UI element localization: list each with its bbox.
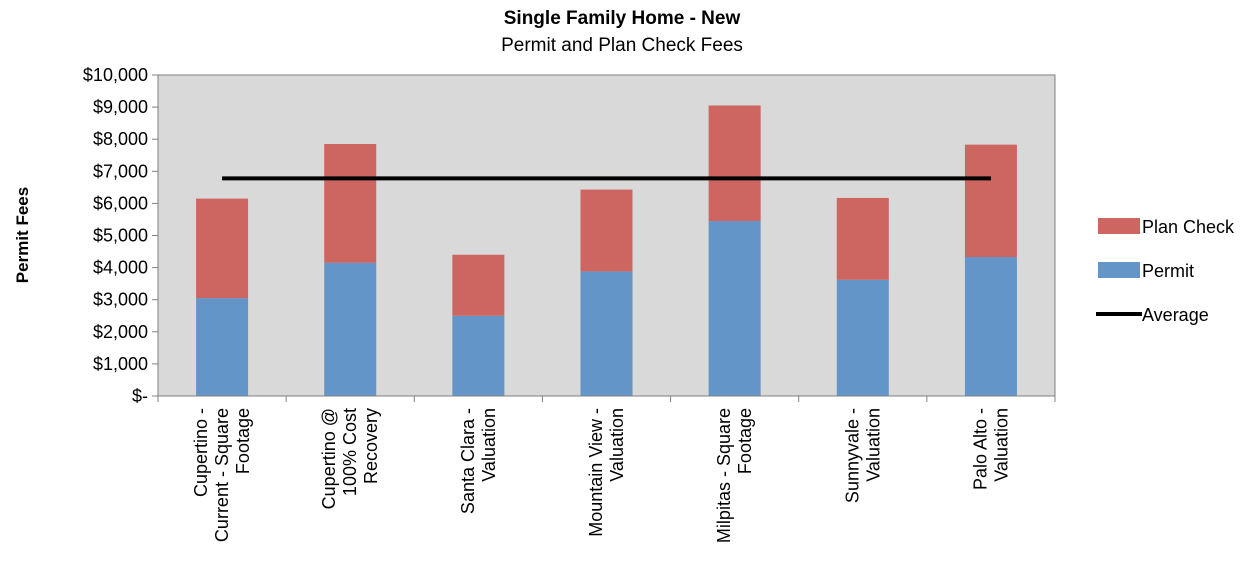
x-tick-label-line: Santa Clara -: [458, 408, 478, 514]
bar-permit: [836, 279, 889, 396]
x-tick-label-line: Current - Square: [212, 408, 232, 542]
x-tick-label-line: Footage: [735, 408, 755, 474]
chart-title: Single Family Home - New: [504, 8, 741, 29]
bar-plan-check: [196, 198, 249, 299]
y-axis-label: Permit Fees: [13, 187, 32, 283]
bar-permit: [580, 271, 633, 396]
bar-plan-check: [452, 254, 505, 316]
bar-permit: [452, 315, 505, 396]
legend: Plan Check Permit Average: [1096, 217, 1235, 325]
bar-permit: [324, 262, 377, 396]
x-tick-label-line: Mountain View -: [586, 408, 606, 537]
bar-plan-check: [708, 105, 761, 222]
y-tick-label: $10,000: [83, 65, 148, 85]
x-tick-label: Sunnyvale -Valuation: [842, 408, 883, 503]
x-tick-label-line: Recovery: [361, 408, 381, 484]
y-tick-label: $4,000: [93, 258, 148, 278]
y-tick-label: $8,000: [93, 129, 148, 149]
y-tick-label: $2,000: [93, 322, 148, 342]
legend-label: Average: [1142, 305, 1209, 325]
x-tick-label-line: Cupertino -: [191, 408, 211, 497]
x-tick-label: Cupertino -Current - SquareFootage: [191, 408, 253, 542]
x-tick-label-line: 100% Cost: [340, 408, 360, 496]
x-tick-label-line: Valuation: [863, 408, 883, 482]
x-tick-label: Mountain View -Valuation: [586, 408, 627, 537]
x-tick-label-line: Milpitas - Square: [714, 408, 734, 543]
bar-plan-check: [964, 144, 1017, 258]
y-tick-label: $6,000: [93, 193, 148, 213]
legend-label: Permit: [1142, 261, 1194, 281]
bars-group: [196, 105, 1017, 396]
bar-permit: [964, 257, 1017, 396]
x-tick-label: Cupertino @100% CostRecovery: [319, 408, 381, 509]
bar-plan-check: [836, 197, 889, 280]
y-tick-label: $1,000: [93, 354, 148, 374]
x-tick-label: Milpitas - SquareFootage: [714, 408, 755, 543]
bar-plan-check: [580, 189, 633, 272]
x-tick-label-line: Valuation: [479, 408, 499, 482]
y-tick-label: $7,000: [93, 161, 148, 181]
x-tick-label-line: Cupertino @: [319, 408, 339, 509]
legend-swatch-plan-check: [1098, 218, 1140, 234]
x-tick-label-line: Valuation: [991, 408, 1011, 482]
legend-swatch-permit: [1098, 262, 1140, 278]
y-axis: $- $1,000 $2,000 $3,000 $4,000 $5,000 $6,000 $7…: [83, 65, 159, 406]
y-tick-label: $3,000: [93, 290, 148, 310]
x-tick-label-line: Sunnyvale -: [842, 408, 862, 503]
x-axis: Cupertino -Current - SquareFootage Cupert…: [157, 395, 1056, 543]
x-tick-label: Santa Clara -Valuation: [458, 408, 499, 514]
bar-plan-check: [324, 144, 377, 263]
x-tick-label-line: Footage: [233, 408, 253, 474]
bar-permit: [708, 221, 761, 396]
x-tick-label-line: Palo Alto -: [970, 408, 990, 490]
y-tick-label: $9,000: [93, 97, 148, 117]
legend-label: Plan Check: [1142, 217, 1235, 237]
x-tick-label-line: Valuation: [607, 408, 627, 482]
bar-permit: [196, 298, 249, 396]
y-tick-label: $-: [132, 386, 148, 406]
y-tick-label: $5,000: [93, 226, 148, 246]
x-tick-label: Palo Alto -Valuation: [970, 408, 1011, 490]
chart-subtitle: Permit and Plan Check Fees: [501, 35, 743, 56]
